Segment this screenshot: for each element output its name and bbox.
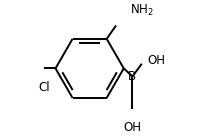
Text: OH: OH xyxy=(123,121,142,134)
Text: NH$_2$: NH$_2$ xyxy=(130,3,153,18)
Text: OH: OH xyxy=(147,54,165,67)
Text: B: B xyxy=(128,70,137,83)
Text: Cl: Cl xyxy=(39,81,50,94)
